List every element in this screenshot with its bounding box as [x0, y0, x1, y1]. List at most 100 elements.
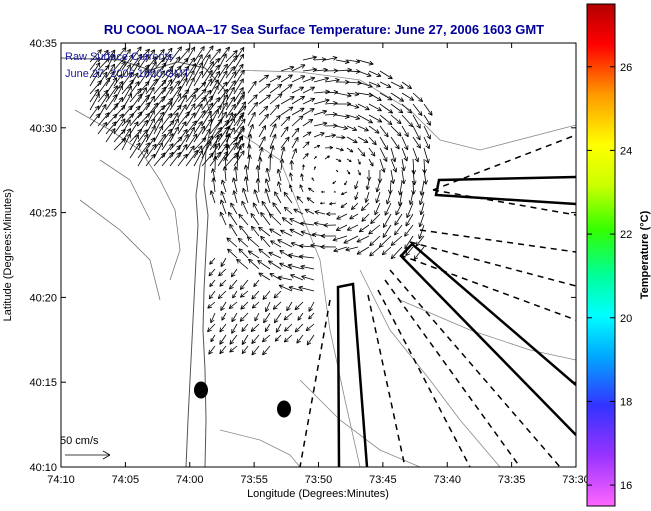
current-vector [302, 108, 315, 116]
current-vector [89, 62, 101, 79]
current-vector [217, 94, 229, 111]
current-vector [273, 290, 282, 299]
current-vector [313, 109, 328, 116]
current-vector [251, 290, 260, 300]
current-vector [379, 158, 386, 173]
current-vector [418, 191, 425, 206]
colorbar-tick-label: 16 [620, 480, 632, 492]
current-vector [412, 92, 423, 103]
current-vector [161, 69, 174, 87]
current-vector [384, 202, 392, 216]
current-vector [280, 136, 290, 149]
current-vector [269, 83, 283, 94]
current-vector [366, 169, 372, 182]
current-vector [370, 213, 381, 225]
current-vector [225, 66, 236, 79]
current-vector [193, 62, 203, 79]
current-vector [358, 224, 370, 233]
current-vector [336, 213, 348, 220]
current-vector [209, 85, 219, 103]
current-vector [269, 93, 283, 105]
colorbar-tick-label: 26 [620, 62, 632, 74]
current-vector [121, 48, 131, 63]
current-vector [233, 78, 244, 95]
current-vector [193, 54, 203, 71]
colorbar-tick-label: 20 [620, 313, 632, 325]
current-vector [360, 202, 370, 212]
current-vector [121, 85, 132, 103]
current-vector [236, 258, 249, 270]
current-vector [394, 213, 403, 226]
current-vector [219, 334, 227, 345]
current-vector [220, 257, 227, 267]
current-vector [89, 71, 100, 87]
current-vector [129, 121, 139, 135]
current-vector [299, 184, 304, 193]
current-vector [233, 166, 239, 182]
x-tick-label: 73:40 [433, 474, 461, 486]
current-vector [368, 147, 376, 157]
y-tick-label: 40:10 [29, 462, 57, 474]
current-vector [276, 168, 282, 182]
current-vector [185, 145, 195, 159]
current-vector [248, 258, 260, 270]
current-vector [390, 92, 405, 102]
current-vector [385, 191, 392, 205]
current-vector [346, 169, 351, 175]
current-vector [161, 78, 173, 95]
current-vector [219, 279, 227, 287]
current-vector [419, 202, 425, 216]
current-vector [233, 150, 245, 167]
current-vector [335, 59, 350, 65]
current-vector [262, 290, 271, 300]
current-vector [272, 202, 282, 215]
current-vector [251, 225, 260, 237]
current-vector [335, 147, 344, 152]
current-vector [401, 81, 412, 90]
current-vector [313, 132, 325, 138]
current-vector [161, 86, 173, 103]
current-vector [247, 154, 252, 171]
radial-dashed-lines [299, 134, 576, 467]
current-vector [300, 230, 315, 237]
current-vector [233, 143, 245, 159]
current-vector [185, 70, 195, 87]
current-vector [217, 63, 228, 79]
current-vector [313, 144, 321, 149]
current-vector [283, 206, 293, 215]
current-vector [294, 323, 304, 333]
current-vector [233, 63, 244, 79]
current-vector [401, 158, 406, 172]
legend-line-2: June 27, 2006 1600 GMT [65, 68, 190, 80]
current-vector [137, 48, 150, 63]
current-vector [369, 246, 381, 257]
current-vector [241, 323, 249, 332]
current-vector [250, 323, 260, 332]
current-vector [264, 188, 271, 204]
current-vector [284, 323, 293, 332]
current-vector [280, 84, 293, 94]
current-vector [251, 334, 260, 344]
current-vector [169, 73, 179, 87]
current-vector [390, 136, 400, 150]
current-vector [401, 103, 413, 114]
current-vector [207, 301, 216, 309]
current-vector [145, 61, 157, 79]
current-vector [313, 76, 330, 83]
current-vector [210, 312, 216, 324]
current-vector [346, 103, 360, 109]
current-vector [207, 323, 216, 333]
current-vector [232, 190, 238, 204]
current-vector [291, 148, 297, 160]
current-vector [193, 70, 204, 87]
current-vector [357, 81, 373, 88]
y-axis-ticks: 40:10 40:15 40:20 40:25 40:30 40:35 [29, 38, 576, 474]
current-vector [357, 70, 372, 77]
current-vector [368, 81, 381, 88]
current-vector [193, 46, 205, 63]
current-vector [97, 71, 108, 87]
x-axis-label: Longitude (Degrees:Minutes) [247, 488, 389, 500]
current-vector [258, 105, 269, 116]
current-vector [210, 334, 216, 343]
current-vector [405, 213, 414, 227]
